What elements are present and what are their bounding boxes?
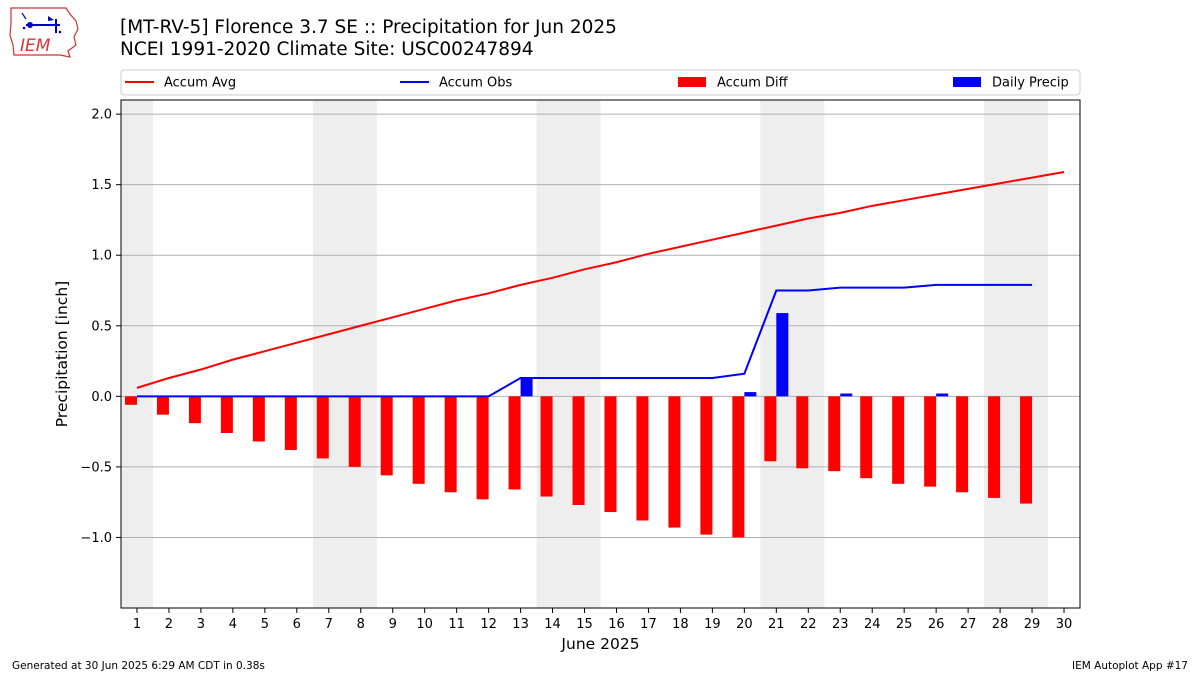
daily-precip-bar <box>776 313 789 397</box>
x-tick-label: 18 <box>672 617 689 632</box>
x-tick-label: 8 <box>357 617 365 632</box>
x-tick-label: 1 <box>133 617 141 632</box>
accum-diff-bar <box>956 396 969 493</box>
x-tick-label: 16 <box>608 617 625 632</box>
legend-label: Daily Precip <box>992 76 1069 91</box>
x-tick-label: 17 <box>640 617 657 632</box>
legend-label: Accum Obs <box>439 76 512 91</box>
x-tick-label: 24 <box>864 617 881 632</box>
accum-obs-line <box>136 283 1033 398</box>
accum-diff-bar <box>412 396 425 484</box>
daily-precip-bar <box>744 392 757 397</box>
x-tick-label: 30 <box>1056 617 1073 632</box>
daily-precip-bar <box>520 377 533 397</box>
x-tick-label: 23 <box>832 617 849 632</box>
weekend-shade <box>312 100 377 608</box>
accum-diff-bar <box>828 396 841 472</box>
x-tick-label: 27 <box>960 617 977 632</box>
x-tick-label: 28 <box>992 617 1009 632</box>
accum-diff-bar <box>988 396 1001 498</box>
accum-diff-bar <box>476 396 489 500</box>
accum-diff-bar <box>380 396 393 476</box>
accum-diff-bar <box>668 396 681 528</box>
x-tick-label: 26 <box>928 617 945 632</box>
accum-diff-bar <box>636 396 649 521</box>
x-axis-label: June 2025 <box>560 635 639 653</box>
chart-title: [MT-RV-5] Florence 3.7 SE :: Precipitati… <box>120 17 617 61</box>
x-tick-label: 5 <box>261 617 269 632</box>
generated-timestamp: Generated at 30 Jun 2025 6:29 AM CDT in … <box>12 660 265 672</box>
accum-diff-bar <box>284 396 297 450</box>
y-tick-label: 1.5 <box>91 178 112 193</box>
y-axis-label: Precipitation [inch] <box>53 281 71 427</box>
x-tick-label: 22 <box>800 617 817 632</box>
x-tick-label: 20 <box>736 617 753 632</box>
accum-diff-bar <box>508 396 521 490</box>
accum-diff-bar <box>700 396 713 535</box>
legend-swatch <box>953 77 981 87</box>
weekend-shade <box>121 100 153 608</box>
x-tick-label: 2 <box>165 617 173 632</box>
accum-diff-bar <box>540 396 553 497</box>
daily-precip-bar <box>840 393 853 397</box>
weekend-shade <box>536 100 601 608</box>
accum-diff-bar <box>1020 396 1033 504</box>
y-tick-label: 0.5 <box>91 319 112 334</box>
x-tick-label: 25 <box>896 617 913 632</box>
y-tick-label: −1.0 <box>80 531 112 546</box>
x-tick-label: 14 <box>544 617 561 632</box>
iowa-map-icon: IEM <box>9 7 79 58</box>
x-tick-label: 7 <box>325 617 333 632</box>
accum-diff-bar <box>220 396 233 434</box>
accum-diff-bar <box>252 396 265 442</box>
legend-label: Accum Diff <box>717 76 789 91</box>
accum-diff-bar <box>348 396 361 467</box>
y-tick-label: 2.0 <box>91 108 112 123</box>
x-tick-label: 3 <box>197 617 205 632</box>
title-line-2: NCEI 1991-2020 Climate Site: USC00247894 <box>120 39 534 60</box>
x-tick-label: 21 <box>768 617 785 632</box>
title-line-1: [MT-RV-5] Florence 3.7 SE :: Precipitati… <box>120 17 617 38</box>
accum-diff-bar <box>604 396 617 513</box>
x-tick-label: 10 <box>416 617 433 632</box>
accum-diff-bar <box>124 396 137 405</box>
accum-avg-line <box>136 170 1065 389</box>
x-tick-label: 4 <box>229 617 237 632</box>
iem-logo-text: IEM <box>20 36 51 56</box>
x-tick-label: 29 <box>1024 617 1041 632</box>
legend-label: Accum Avg <box>164 76 236 91</box>
legend-box <box>120 69 1081 96</box>
app-label: IEM Autoplot App #17 <box>1072 660 1188 672</box>
accum-diff-bar <box>156 396 169 415</box>
accum-diff-bar <box>892 396 905 484</box>
y-tick-label: 1.0 <box>91 249 112 264</box>
x-tick-label: 9 <box>389 617 397 632</box>
legend-swatch <box>678 77 706 87</box>
daily-precip-bar <box>936 393 949 397</box>
accum-diff-bar <box>572 396 585 505</box>
accum-diff-bar <box>444 396 457 493</box>
weekend-shade <box>760 100 825 608</box>
plot-frame <box>120 99 1081 609</box>
y-tick-label: −0.5 <box>80 460 112 475</box>
x-tick-label: 15 <box>576 617 593 632</box>
x-tick-label: 19 <box>704 617 721 632</box>
y-tick-label: 0.0 <box>91 390 112 405</box>
accum-diff-bar <box>796 396 809 469</box>
accum-diff-bar <box>764 396 777 462</box>
accum-diff-bar <box>188 396 201 424</box>
accum-diff-bar <box>924 396 937 487</box>
accum-diff-bar <box>732 396 745 538</box>
x-tick-label: 13 <box>512 617 529 632</box>
iem-logo: IEM <box>8 5 80 60</box>
x-tick-label: 11 <box>448 617 465 632</box>
x-tick-label: 6 <box>293 617 301 632</box>
accum-diff-bar <box>860 396 873 479</box>
x-tick-label: 12 <box>480 617 497 632</box>
accum-diff-bar <box>316 396 329 459</box>
